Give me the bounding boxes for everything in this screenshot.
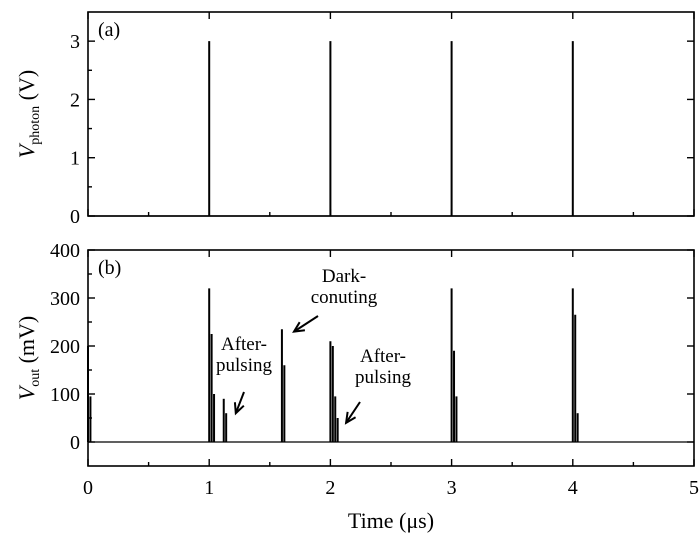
x-tick-label: 0 — [83, 477, 93, 499]
annotation-text: After- — [221, 334, 267, 355]
y-axis-label-main: V — [14, 142, 39, 158]
x-tick-label: 2 — [325, 477, 335, 499]
annotation-after-pulsing-2: After-pulsing — [344, 346, 411, 425]
y-tick-label: 0 — [70, 432, 80, 454]
x-tick-label: 5 — [689, 477, 699, 499]
annotation-dark-counting: Dark-conuting — [292, 266, 378, 333]
y-tick-label: 100 — [50, 384, 80, 406]
annotation-arrow — [345, 401, 361, 424]
panel-b: 0 100 200 300 400 0 1 2 3 4 5 (b) Vout (mV) Time (μs)… — [14, 240, 699, 533]
annotation-arrowhead — [344, 411, 357, 425]
x-tick-label: 3 — [447, 477, 457, 499]
y-tick-label: 300 — [50, 288, 80, 310]
y-tick-label: 0 — [70, 206, 80, 228]
y-axis-label: Vphoton (V) — [14, 70, 43, 158]
y-tick-label: 3 — [70, 31, 80, 53]
y-axis-label-sub: out — [28, 369, 43, 387]
plot-frame — [87, 11, 695, 217]
x-tick-label: 4 — [568, 477, 578, 499]
y-tick-label: 400 — [50, 240, 80, 262]
x-axis-label: Time (μs) — [348, 508, 434, 533]
annotation-text: pulsing — [216, 355, 272, 376]
y-tick-label: 2 — [70, 89, 80, 111]
panel-a: 0 1 2 3 (a) Vphoton (V) — [14, 11, 695, 228]
x-tick-label: 1 — [204, 477, 214, 499]
annotation-text: pulsing — [355, 367, 411, 388]
annotation-arrowhead — [292, 321, 306, 333]
y-axis-label-main: V — [14, 384, 39, 400]
panel-label: (b) — [98, 257, 121, 279]
panel-label: (a) — [98, 19, 120, 41]
annotation-arrowhead — [233, 402, 245, 416]
annotation-text: After- — [360, 346, 406, 367]
annotation-text: conuting — [311, 287, 378, 308]
y-tick-label: 1 — [70, 148, 80, 170]
annotation-after-pulsing-1: After-pulsing — [216, 334, 272, 416]
y-axis-label-unit: (mV) — [14, 316, 39, 369]
y-tick-label: 200 — [50, 336, 80, 358]
y-axis-label-unit: (V) — [14, 70, 39, 106]
y-axis-label-sub: photon — [28, 106, 43, 145]
annotation-arrow — [234, 391, 245, 414]
annotation-arrow — [293, 315, 319, 333]
annotation-text: Dark- — [322, 266, 366, 287]
y-axis-label: Vout (mV) — [14, 316, 43, 401]
